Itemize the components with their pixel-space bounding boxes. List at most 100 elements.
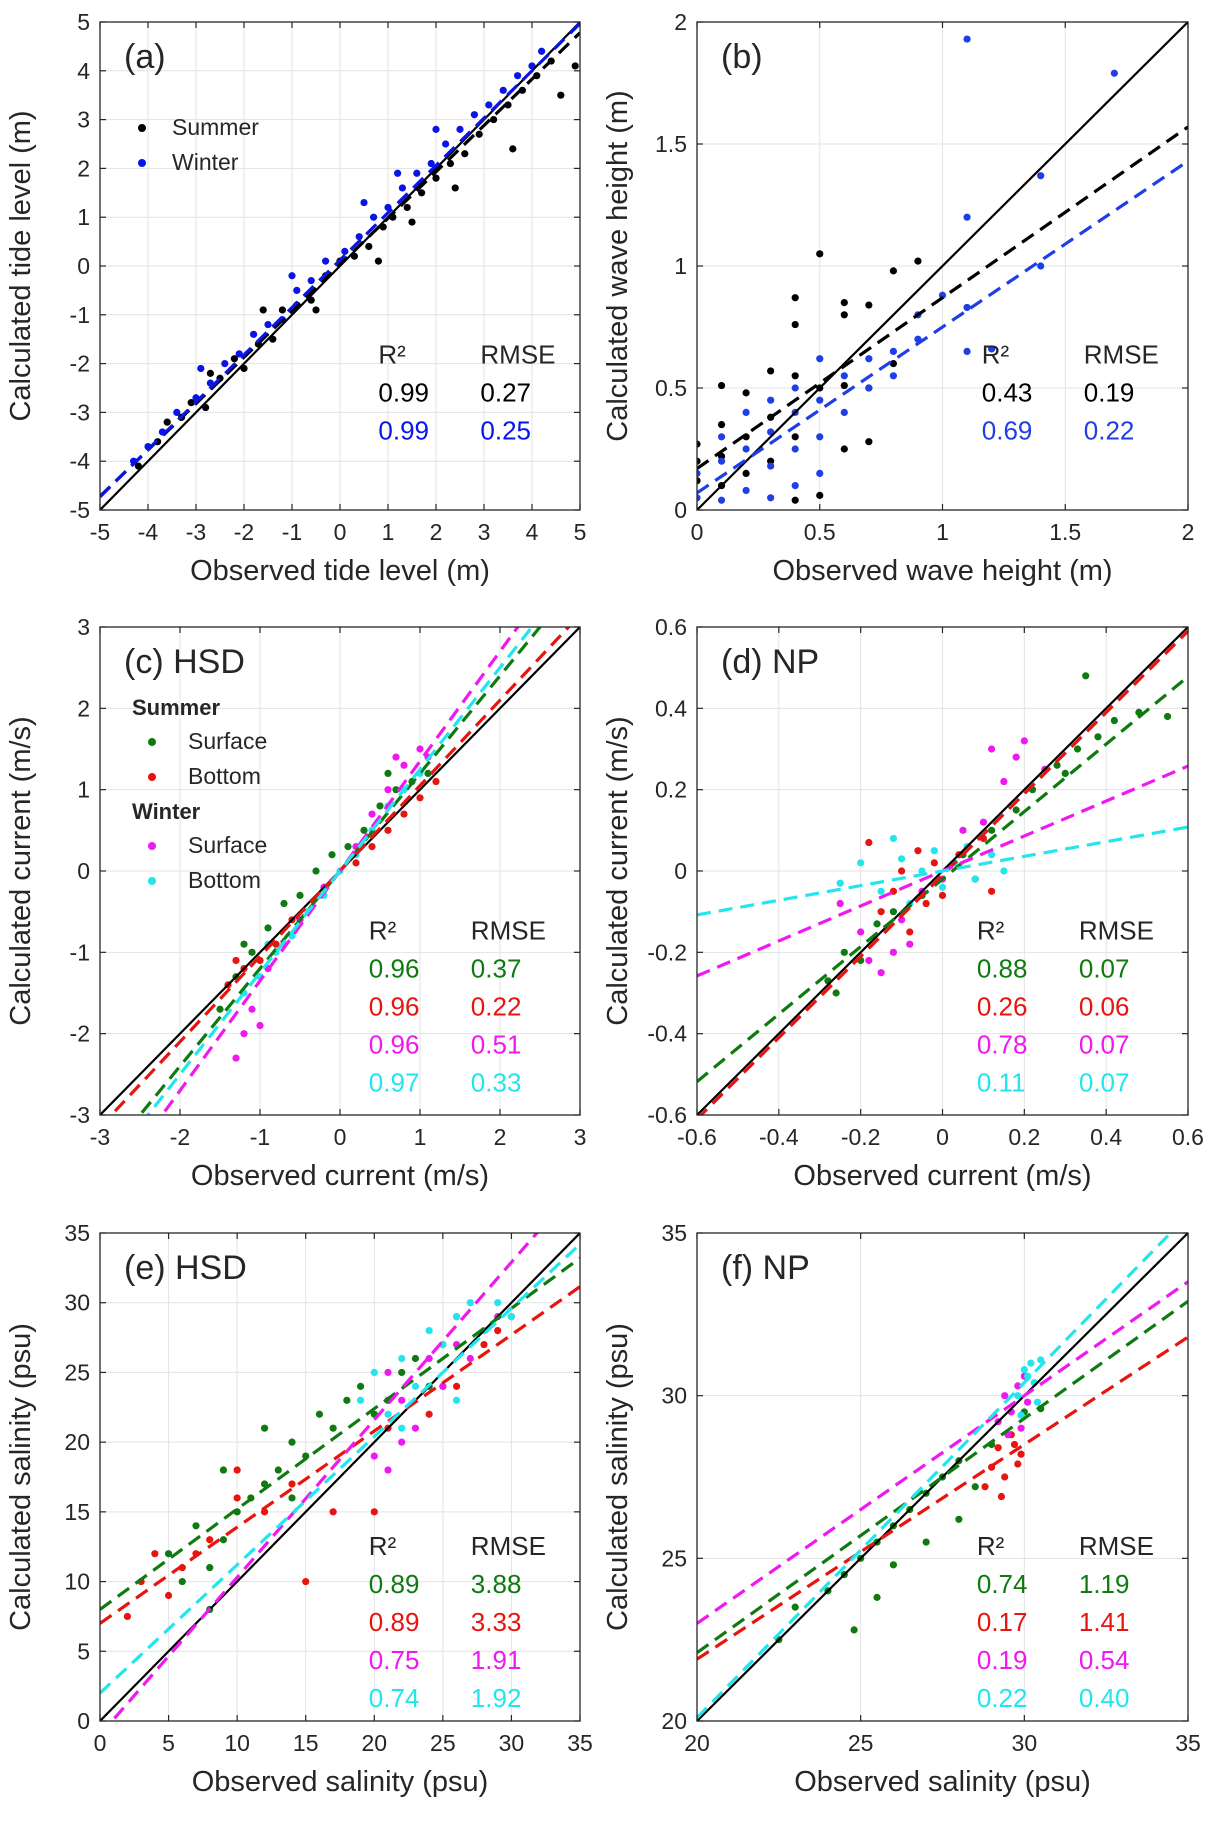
x-tick-label: -1: [250, 1124, 270, 1150]
data-point: [922, 899, 930, 908]
data-point: [384, 1466, 392, 1474]
x-tick-label: 25: [430, 1730, 456, 1756]
data-point: [767, 494, 775, 502]
y-axis-label: Calculated salinity (psu): [5, 1323, 37, 1631]
legend: Summer Surface Bottom Winter Surface Bottom: [132, 695, 267, 893]
data-point: [979, 818, 988, 826]
data-point: [221, 360, 229, 368]
data-point: [173, 408, 181, 416]
data-point: [791, 433, 799, 441]
data-point: [1053, 761, 1061, 769]
data-point: [877, 969, 885, 977]
x-tick-label: 10: [224, 1730, 250, 1756]
data-point: [398, 1438, 406, 1446]
data-point: [889, 360, 898, 368]
x-tick-label: 1: [382, 519, 395, 545]
data-point: [248, 1005, 256, 1013]
y-tick-label: 20: [661, 1708, 687, 1734]
data-point: [288, 1480, 296, 1488]
data-point: [427, 159, 435, 168]
x-tick-label: -0.6: [677, 1124, 717, 1150]
series-3-points: [1014, 1356, 1045, 1419]
legend-marker: [148, 842, 156, 850]
y-tick-label: -0.4: [647, 1021, 687, 1047]
x-tick-label: 1: [936, 519, 949, 545]
legend-marker: [138, 124, 146, 132]
data-point: [432, 174, 440, 182]
stat-rmse-value: 1.41: [1079, 1607, 1130, 1637]
data-point: [1000, 777, 1008, 786]
stat-r2-value: 0.88: [977, 953, 1028, 983]
data-point: [278, 306, 286, 314]
data-point: [742, 469, 750, 477]
x-tick-label: 20: [684, 1730, 710, 1756]
data-point: [206, 369, 214, 377]
x-tick-label: -5: [90, 519, 110, 545]
data-point: [742, 389, 750, 397]
data-point: [742, 408, 750, 416]
y-tick-label: 4: [77, 58, 90, 84]
fit-line-series-2: [110, 1233, 540, 1721]
legend-entry: Bottom: [188, 763, 261, 789]
data-point: [865, 355, 873, 363]
stat-r2-value: 0.96: [369, 1029, 420, 1059]
data-point: [280, 899, 288, 908]
series-1-points: [981, 1431, 1025, 1501]
data-point: [370, 1368, 378, 1377]
x-tick-label: -2: [170, 1124, 190, 1150]
data-point: [857, 859, 865, 867]
data-point: [164, 1550, 173, 1558]
fit-line-series-2: [697, 1280, 1188, 1625]
data-point: [360, 826, 368, 834]
one-to-one-line: [697, 1233, 1188, 1721]
data-point: [302, 1577, 310, 1586]
panel-label: (c) HSD: [124, 643, 245, 681]
data-point: [398, 184, 406, 192]
stat-r2-value: 0.69: [982, 416, 1033, 446]
x-tick-label: -1: [282, 519, 302, 545]
data-point: [307, 277, 315, 285]
y-tick-label: 35: [64, 1220, 90, 1246]
data-point: [791, 445, 799, 453]
stat-rmse-value: 0.22: [471, 991, 522, 1021]
data-point: [836, 899, 844, 908]
data-point: [352, 859, 360, 867]
stat-r2-value: 0.26: [977, 991, 1028, 1021]
y-axis-label: Calculated tide level (m): [5, 110, 37, 421]
x-tick-label: 25: [848, 1730, 874, 1756]
data-point: [988, 851, 996, 859]
data-point: [446, 159, 454, 168]
stats-table: R² RMSE 0.88 0.07 0.26 0.06 0.78 0.07 0.11 0.07: [977, 915, 1154, 1097]
stat-r2-value: 0.78: [977, 1029, 1028, 1059]
data-point: [1017, 1450, 1025, 1458]
x-tick-label: 2: [1182, 519, 1195, 545]
data-point: [981, 1483, 989, 1491]
data-point: [368, 843, 376, 851]
legend-marker: [148, 877, 156, 885]
x-tick-label: 30: [499, 1730, 525, 1756]
data-point: [432, 125, 440, 133]
data-point: [697, 469, 701, 477]
data-point: [485, 101, 493, 109]
data-point: [742, 445, 750, 453]
data-point: [368, 810, 376, 818]
x-tick-label: 0.5: [804, 519, 836, 545]
data-point: [230, 355, 238, 363]
panel-a: -5 -4 -3 -2 -1 0 1 2 3 4 5 -5 -4 -3 -2 -1 0 1 2 3 4 5 Observed…: [5, 9, 586, 587]
data-point: [1027, 1359, 1035, 1367]
x-tick-label: 0: [334, 519, 347, 545]
data-point: [248, 948, 256, 956]
y-tick-label: 0.2: [655, 777, 687, 803]
data-point: [889, 347, 898, 355]
y-tick-label: 3: [77, 614, 90, 640]
data-point: [322, 257, 330, 265]
plot-content: [697, 627, 1188, 1115]
data-point: [315, 1410, 324, 1418]
data-point: [840, 311, 848, 319]
y-tick-label: -1: [70, 302, 90, 328]
data-point: [219, 1466, 228, 1474]
data-point: [988, 887, 996, 895]
stat-rmse-value: 0.37: [471, 953, 522, 983]
data-point: [816, 355, 824, 363]
data-point: [767, 367, 775, 375]
